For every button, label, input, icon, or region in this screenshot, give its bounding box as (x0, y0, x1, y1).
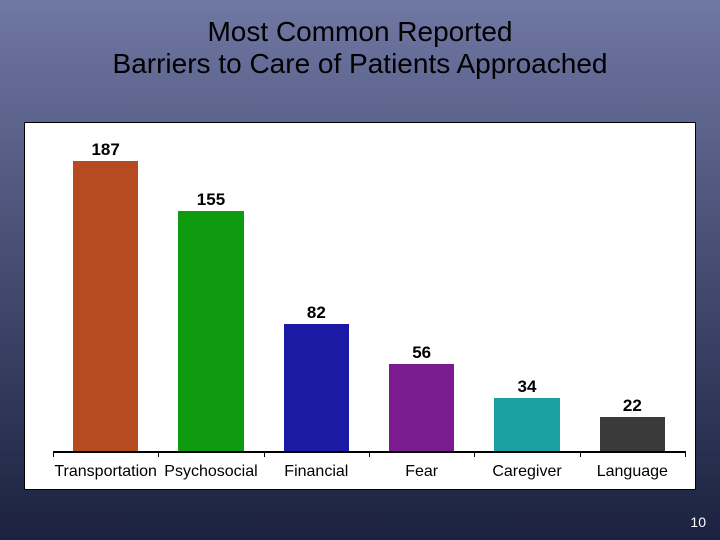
x-tick (264, 451, 265, 457)
chart-area: 187 Transportation 155 Psychosocial 82 Financ… (25, 123, 695, 489)
category-label: Caregiver (474, 463, 579, 481)
bar-value-label: 56 (369, 343, 474, 363)
x-tick (580, 451, 581, 457)
bar (284, 324, 349, 451)
x-tick (158, 451, 159, 457)
title-line-1: Most Common Reported (0, 16, 720, 48)
slide: Most Common Reported Barriers to Care of… (0, 0, 720, 540)
bar-value-label: 155 (158, 190, 263, 210)
bar (494, 398, 559, 451)
bar (389, 364, 454, 451)
bar (178, 211, 243, 451)
x-tick (369, 451, 370, 457)
bar-value-label: 34 (474, 377, 579, 397)
x-tick (685, 451, 686, 457)
bar (73, 161, 138, 451)
x-tick (474, 451, 475, 457)
category-label: Transportation (53, 463, 158, 481)
category-label: Psychosocial (158, 463, 263, 481)
slide-title: Most Common Reported Barriers to Care of… (0, 16, 720, 80)
bar-value-label: 187 (53, 140, 158, 160)
x-tick (53, 451, 54, 457)
bar (600, 417, 665, 451)
category-label: Fear (369, 463, 474, 481)
chart-panel: 187 Transportation 155 Psychosocial 82 Financ… (24, 122, 696, 490)
category-label: Financial (264, 463, 369, 481)
bar-value-label: 22 (580, 396, 685, 416)
category-label: Language (580, 463, 685, 481)
page-number: 10 (690, 514, 706, 530)
bar-value-label: 82 (264, 303, 369, 323)
title-line-2: Barriers to Care of Patients Approached (0, 48, 720, 80)
